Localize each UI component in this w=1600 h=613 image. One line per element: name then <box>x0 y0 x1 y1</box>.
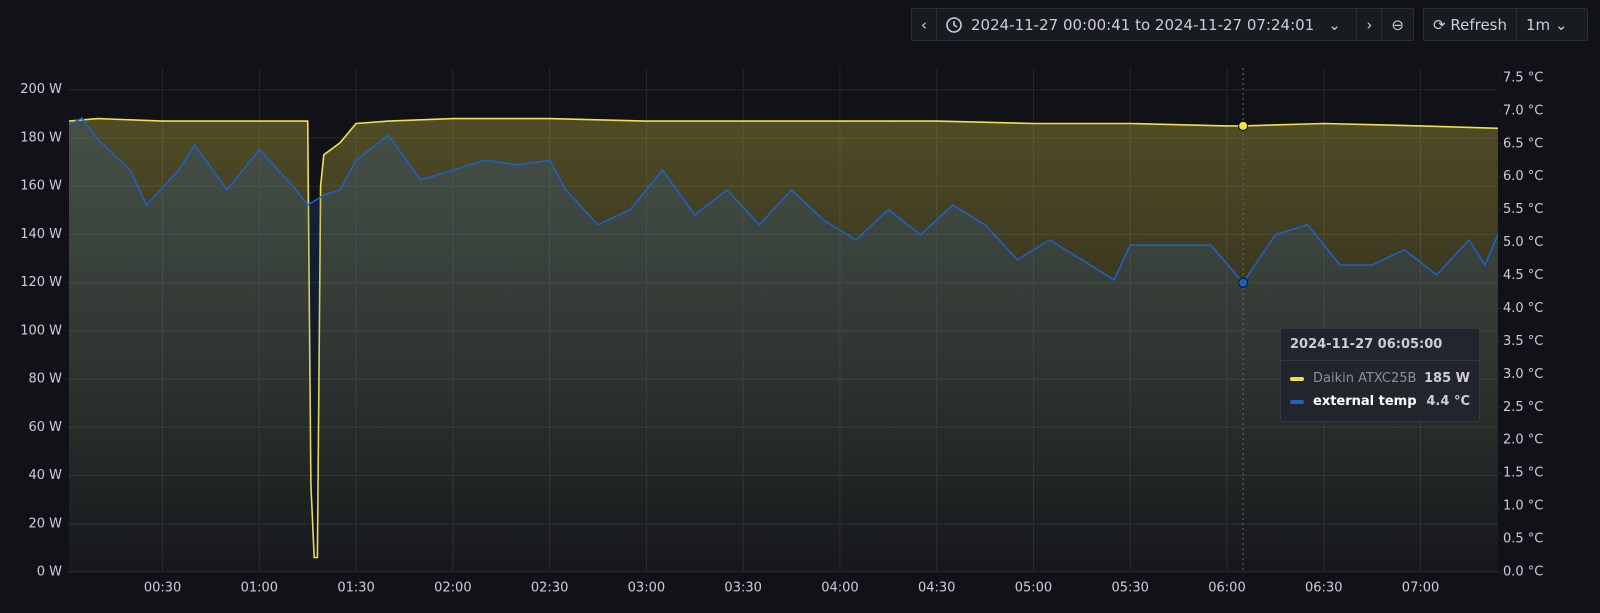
y-tick-label: 100 W <box>20 323 62 338</box>
y-tick-label: 140 W <box>20 227 62 242</box>
y2-tick-label: 4.5 °C <box>1503 268 1543 283</box>
legend-swatch <box>1290 399 1304 404</box>
hover-point <box>1238 277 1249 288</box>
y-tick-label: 120 W <box>20 275 62 290</box>
x-tick-label: 03:30 <box>724 581 761 596</box>
x-tick-label: 04:00 <box>821 581 858 596</box>
y2-tick-label: 7.0 °C <box>1503 103 1543 118</box>
series-line <box>68 117 1499 285</box>
tooltip-time: 2024-11-27 06:05:00 <box>1281 329 1479 361</box>
y2-tick-label: 3.0 °C <box>1503 367 1543 382</box>
y2-tick-label: 7.5 °C <box>1503 70 1543 85</box>
x-tick-label: 01:30 <box>337 581 374 596</box>
interval-button[interactable]: 1m ⌄ <box>1526 15 1568 34</box>
refresh-text: Refresh <box>1450 15 1507 34</box>
refresh-picker: ⟳ Refresh 1m ⌄ <box>1423 8 1588 41</box>
time-range-text: 2024-11-27 00:00:41 to 2024-11-27 07:24:… <box>971 15 1315 34</box>
x-tick-label: 02:30 <box>531 581 568 596</box>
x-tick-label: 05:30 <box>1111 581 1148 596</box>
tooltip-row: external temp 4.4 °C <box>1290 390 1470 413</box>
y2-tick-label: 5.5 °C <box>1503 202 1543 217</box>
y-tick-label: 200 W <box>20 82 62 97</box>
x-tick-label: 00:30 <box>144 581 181 596</box>
prev-button[interactable]: ‹ <box>912 9 937 40</box>
y-tick-label: 0 W <box>37 565 62 580</box>
x-tick-label: 07:00 <box>1402 581 1439 596</box>
x-tick-label: 06:30 <box>1305 581 1342 596</box>
hover-point <box>1238 120 1249 131</box>
y-tick-label: 20 W <box>28 516 62 531</box>
tooltip-value: 4.4 °C <box>1426 394 1470 409</box>
interval-text: 1m <box>1526 15 1551 34</box>
tooltip-row: Daikin ATXC25B 185 W <box>1290 367 1470 390</box>
x-tick-label: 02:00 <box>434 581 471 596</box>
y-tick-label: 80 W <box>28 372 62 387</box>
legend-label: Daikin ATXC25B <box>1313 371 1417 386</box>
clock-icon <box>946 16 962 33</box>
x-tick-label: 04:30 <box>918 581 955 596</box>
legend-swatch <box>1290 376 1304 381</box>
y2-tick-label: 1.0 °C <box>1503 499 1543 514</box>
y-tick-label: 40 W <box>28 468 62 483</box>
y2-tick-label: 0.0 °C <box>1503 565 1543 580</box>
y2-tick-label: 6.5 °C <box>1503 136 1543 151</box>
y2-tick-label: 0.5 °C <box>1503 532 1543 547</box>
y-tick-label: 60 W <box>28 420 62 435</box>
y2-tick-label: 5.0 °C <box>1503 235 1543 250</box>
y2-tick-label: 3.5 °C <box>1503 334 1543 349</box>
zoom-out-button[interactable]: ⊖ <box>1391 15 1404 34</box>
y2-tick-label: 2.5 °C <box>1503 400 1543 415</box>
tooltip: 2024-11-27 06:05:00 Daikin ATXC25B 185 W e… <box>1280 328 1480 422</box>
y2-tick-label: 2.0 °C <box>1503 433 1543 448</box>
tooltip-value: 185 W <box>1423 371 1470 386</box>
next-button[interactable]: › <box>1357 9 1383 40</box>
x-tick-label: 01:00 <box>241 581 278 596</box>
y-tick-label: 160 W <box>20 179 62 194</box>
legend-label: external temp <box>1313 394 1417 409</box>
y2-tick-label: 4.0 °C <box>1503 301 1543 316</box>
x-tick-label: 03:00 <box>628 581 665 596</box>
y2-tick-label: 1.5 °C <box>1503 466 1543 481</box>
refresh-button[interactable]: ⟳ Refresh <box>1424 9 1517 40</box>
y-tick-label: 180 W <box>20 130 62 145</box>
y2-tick-label: 6.0 °C <box>1503 169 1543 184</box>
time-picker: ‹ 2024-11-27 00:00:41 to 2024-11-27 07:2… <box>911 8 1414 41</box>
time-range[interactable]: 2024-11-27 00:00:41 to 2024-11-27 07:24:… <box>937 9 1358 40</box>
x-tick-label: 06:00 <box>1208 581 1245 596</box>
grid <box>68 68 1498 573</box>
x-tick-label: 05:00 <box>1015 581 1052 596</box>
